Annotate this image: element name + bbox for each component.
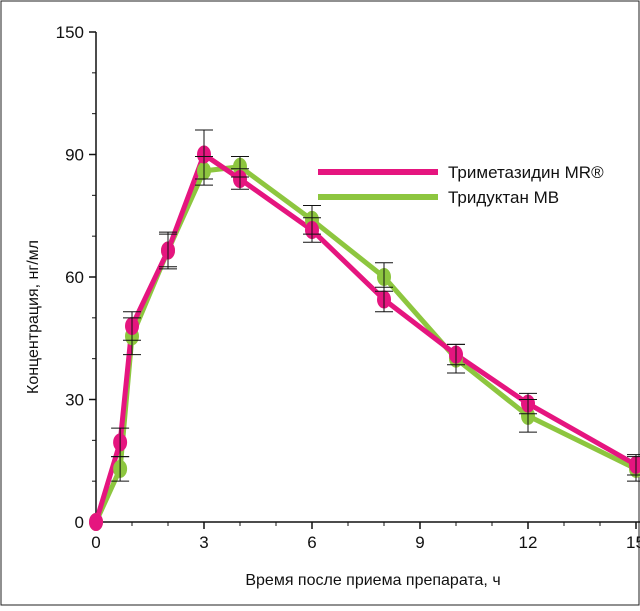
x-tick-label: 15 — [626, 533, 640, 552]
y-tick-label: 60 — [65, 268, 84, 287]
data-point — [629, 455, 640, 474]
series-layer — [89, 129, 640, 531]
legend-label: Тридуктан МВ — [448, 188, 559, 207]
x-axis-title: Время после приема препарата, ч — [245, 572, 500, 589]
legend: Триметазидин MR® Тридуктан МВ — [318, 163, 604, 207]
x-tick-label: 6 — [307, 533, 316, 552]
y-tick-label: 30 — [65, 391, 84, 410]
x-tick-label: 12 — [519, 533, 538, 552]
y-tick-label: 150 — [56, 23, 84, 42]
y-tick-label: 90 — [65, 146, 84, 165]
legend-label: Триметазидин MR® — [448, 163, 604, 182]
x-tick-label: 0 — [91, 533, 100, 552]
y-tick-label: 0 — [75, 513, 84, 532]
x-tick-label: 9 — [415, 533, 424, 552]
y-axis-title: Концентрация, нг/мл — [25, 240, 42, 394]
x-tick-label: 3 — [199, 533, 208, 552]
data-point — [89, 513, 103, 531]
axes: 030609015015003691215 — [56, 23, 640, 552]
